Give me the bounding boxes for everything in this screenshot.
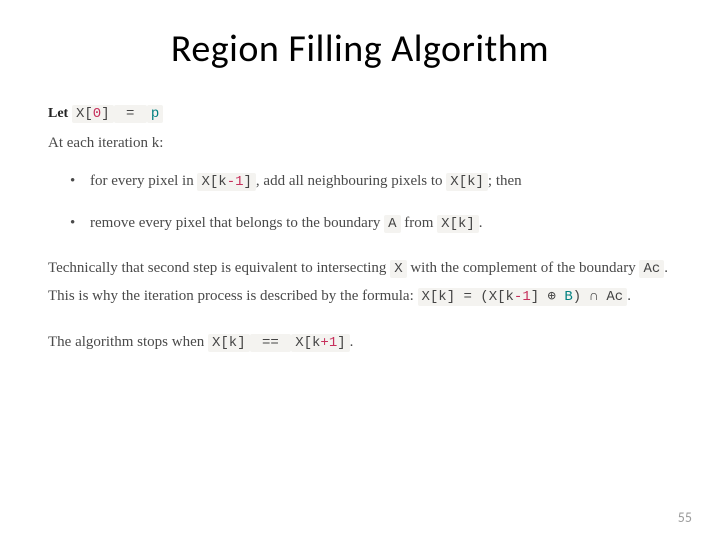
code-xk: X[k]	[437, 215, 479, 233]
code-xkp1: X[k+1]	[291, 334, 349, 352]
code-formula: X[k] = (X[k-1] ⊕ B) ∩ Ac	[418, 288, 628, 306]
iteration-line: At each iteration k:	[48, 130, 672, 158]
num: -1	[227, 174, 244, 190]
code-xk: X[k]	[208, 334, 250, 352]
t: ]	[337, 335, 345, 351]
t: ) ∩	[573, 289, 607, 305]
code-eq: ==	[250, 334, 292, 352]
t: Technically that second step is equivale…	[48, 260, 390, 276]
num: +1	[320, 335, 337, 351]
t: remove every pixel that belongs to the b…	[90, 215, 384, 231]
code-Ac: Ac	[639, 260, 664, 278]
t: Ac	[606, 289, 623, 305]
slide-container: Region Filling Algorithm Let X[0] = p At…	[0, 0, 720, 540]
code-X: X	[390, 260, 406, 278]
content-body: Let X[0] = p At each iteration k: for ev…	[48, 100, 672, 357]
bullet-list: for every pixel in X[k-1], add all neigh…	[48, 168, 672, 238]
t: The algorithm stops when	[48, 334, 208, 350]
t: ; then	[488, 173, 522, 189]
t: from	[401, 215, 438, 231]
t: with the complement of the boundary	[407, 260, 640, 276]
t: , add all neighbouring pixels to	[256, 173, 446, 189]
code-eq: =	[114, 105, 147, 123]
num: -1	[514, 289, 531, 305]
t: for every pixel in	[90, 173, 197, 189]
t: X[	[76, 106, 93, 122]
id: B	[564, 289, 572, 305]
t: .	[627, 288, 631, 304]
t: X[k	[295, 335, 320, 351]
page-title: Region Filling Algorithm	[48, 26, 672, 72]
t: .	[350, 334, 354, 350]
code-xk: X[k]	[446, 173, 488, 191]
page-number: 55	[678, 509, 692, 526]
code-A: A	[384, 215, 400, 233]
code-p: p	[147, 105, 163, 123]
let-label: Let	[48, 101, 68, 127]
t: ]	[244, 174, 252, 190]
num: 0	[93, 106, 101, 122]
t: X[k] = (X[k	[422, 289, 514, 305]
let-line: Let X[0] = p	[48, 100, 672, 128]
stop-para: The algorithm stops when X[k] == X[k+1].	[48, 329, 672, 357]
id: p	[151, 106, 159, 122]
t: ]	[101, 106, 109, 122]
list-item: remove every pixel that belongs to the b…	[76, 210, 672, 238]
t: ] ⊕	[531, 289, 565, 305]
list-item: for every pixel in X[k-1], add all neigh…	[76, 168, 672, 196]
technical-para: Technically that second step is equivale…	[48, 255, 672, 311]
code-let-expr: X[0]	[72, 105, 114, 123]
code-xkm1: X[k-1]	[197, 173, 255, 191]
t: X[k	[201, 174, 226, 190]
t: .	[479, 215, 483, 231]
